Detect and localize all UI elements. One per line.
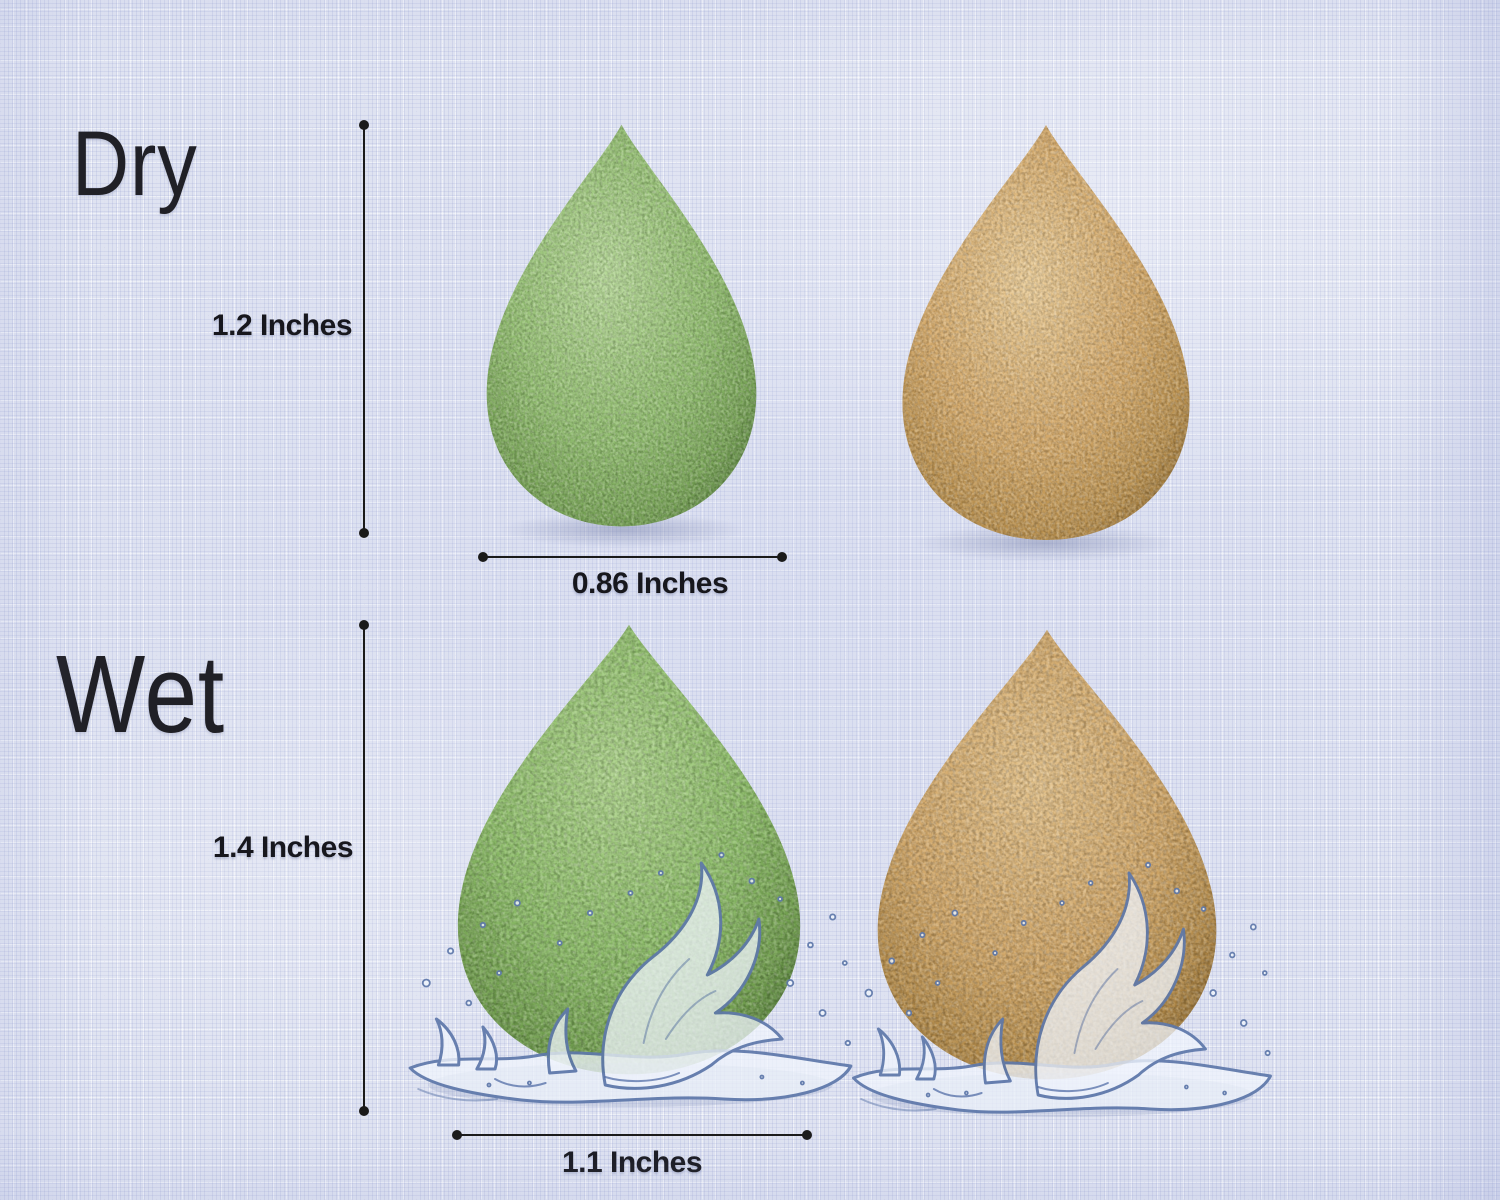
sponge-green-dry	[486, 124, 757, 527]
section-label-wet: Wet	[56, 633, 226, 756]
wet-height-dimension-line	[359, 620, 369, 1116]
line-endpoint-dot	[359, 620, 369, 630]
sponge-tan-dry	[902, 124, 1190, 541]
wet-width-dimension-line	[452, 1130, 812, 1140]
line-endpoint-dot	[359, 120, 369, 130]
dry-width-dimension-line	[478, 552, 787, 562]
line-endpoint-dot	[802, 1130, 812, 1140]
dry-height-dimension-line	[359, 120, 369, 538]
wet-height-label: 1.4 Inches	[212, 831, 354, 864]
line-endpoint-dot	[359, 1106, 369, 1116]
water-splash-tan	[852, 861, 1272, 1117]
dry-width-label: 0.86 Inches	[571, 567, 729, 600]
section-label-dry: Dry	[72, 113, 198, 215]
line-endpoint-dot	[359, 528, 369, 538]
line-endpoint-dot	[452, 1130, 462, 1140]
line-endpoint-dot	[478, 552, 488, 562]
water-splash-green	[408, 851, 853, 1107]
dry-height-label: 1.2 Inches	[211, 309, 353, 342]
line-endpoint-dot	[777, 552, 787, 562]
wet-width-label: 1.1 Inches	[561, 1146, 703, 1179]
